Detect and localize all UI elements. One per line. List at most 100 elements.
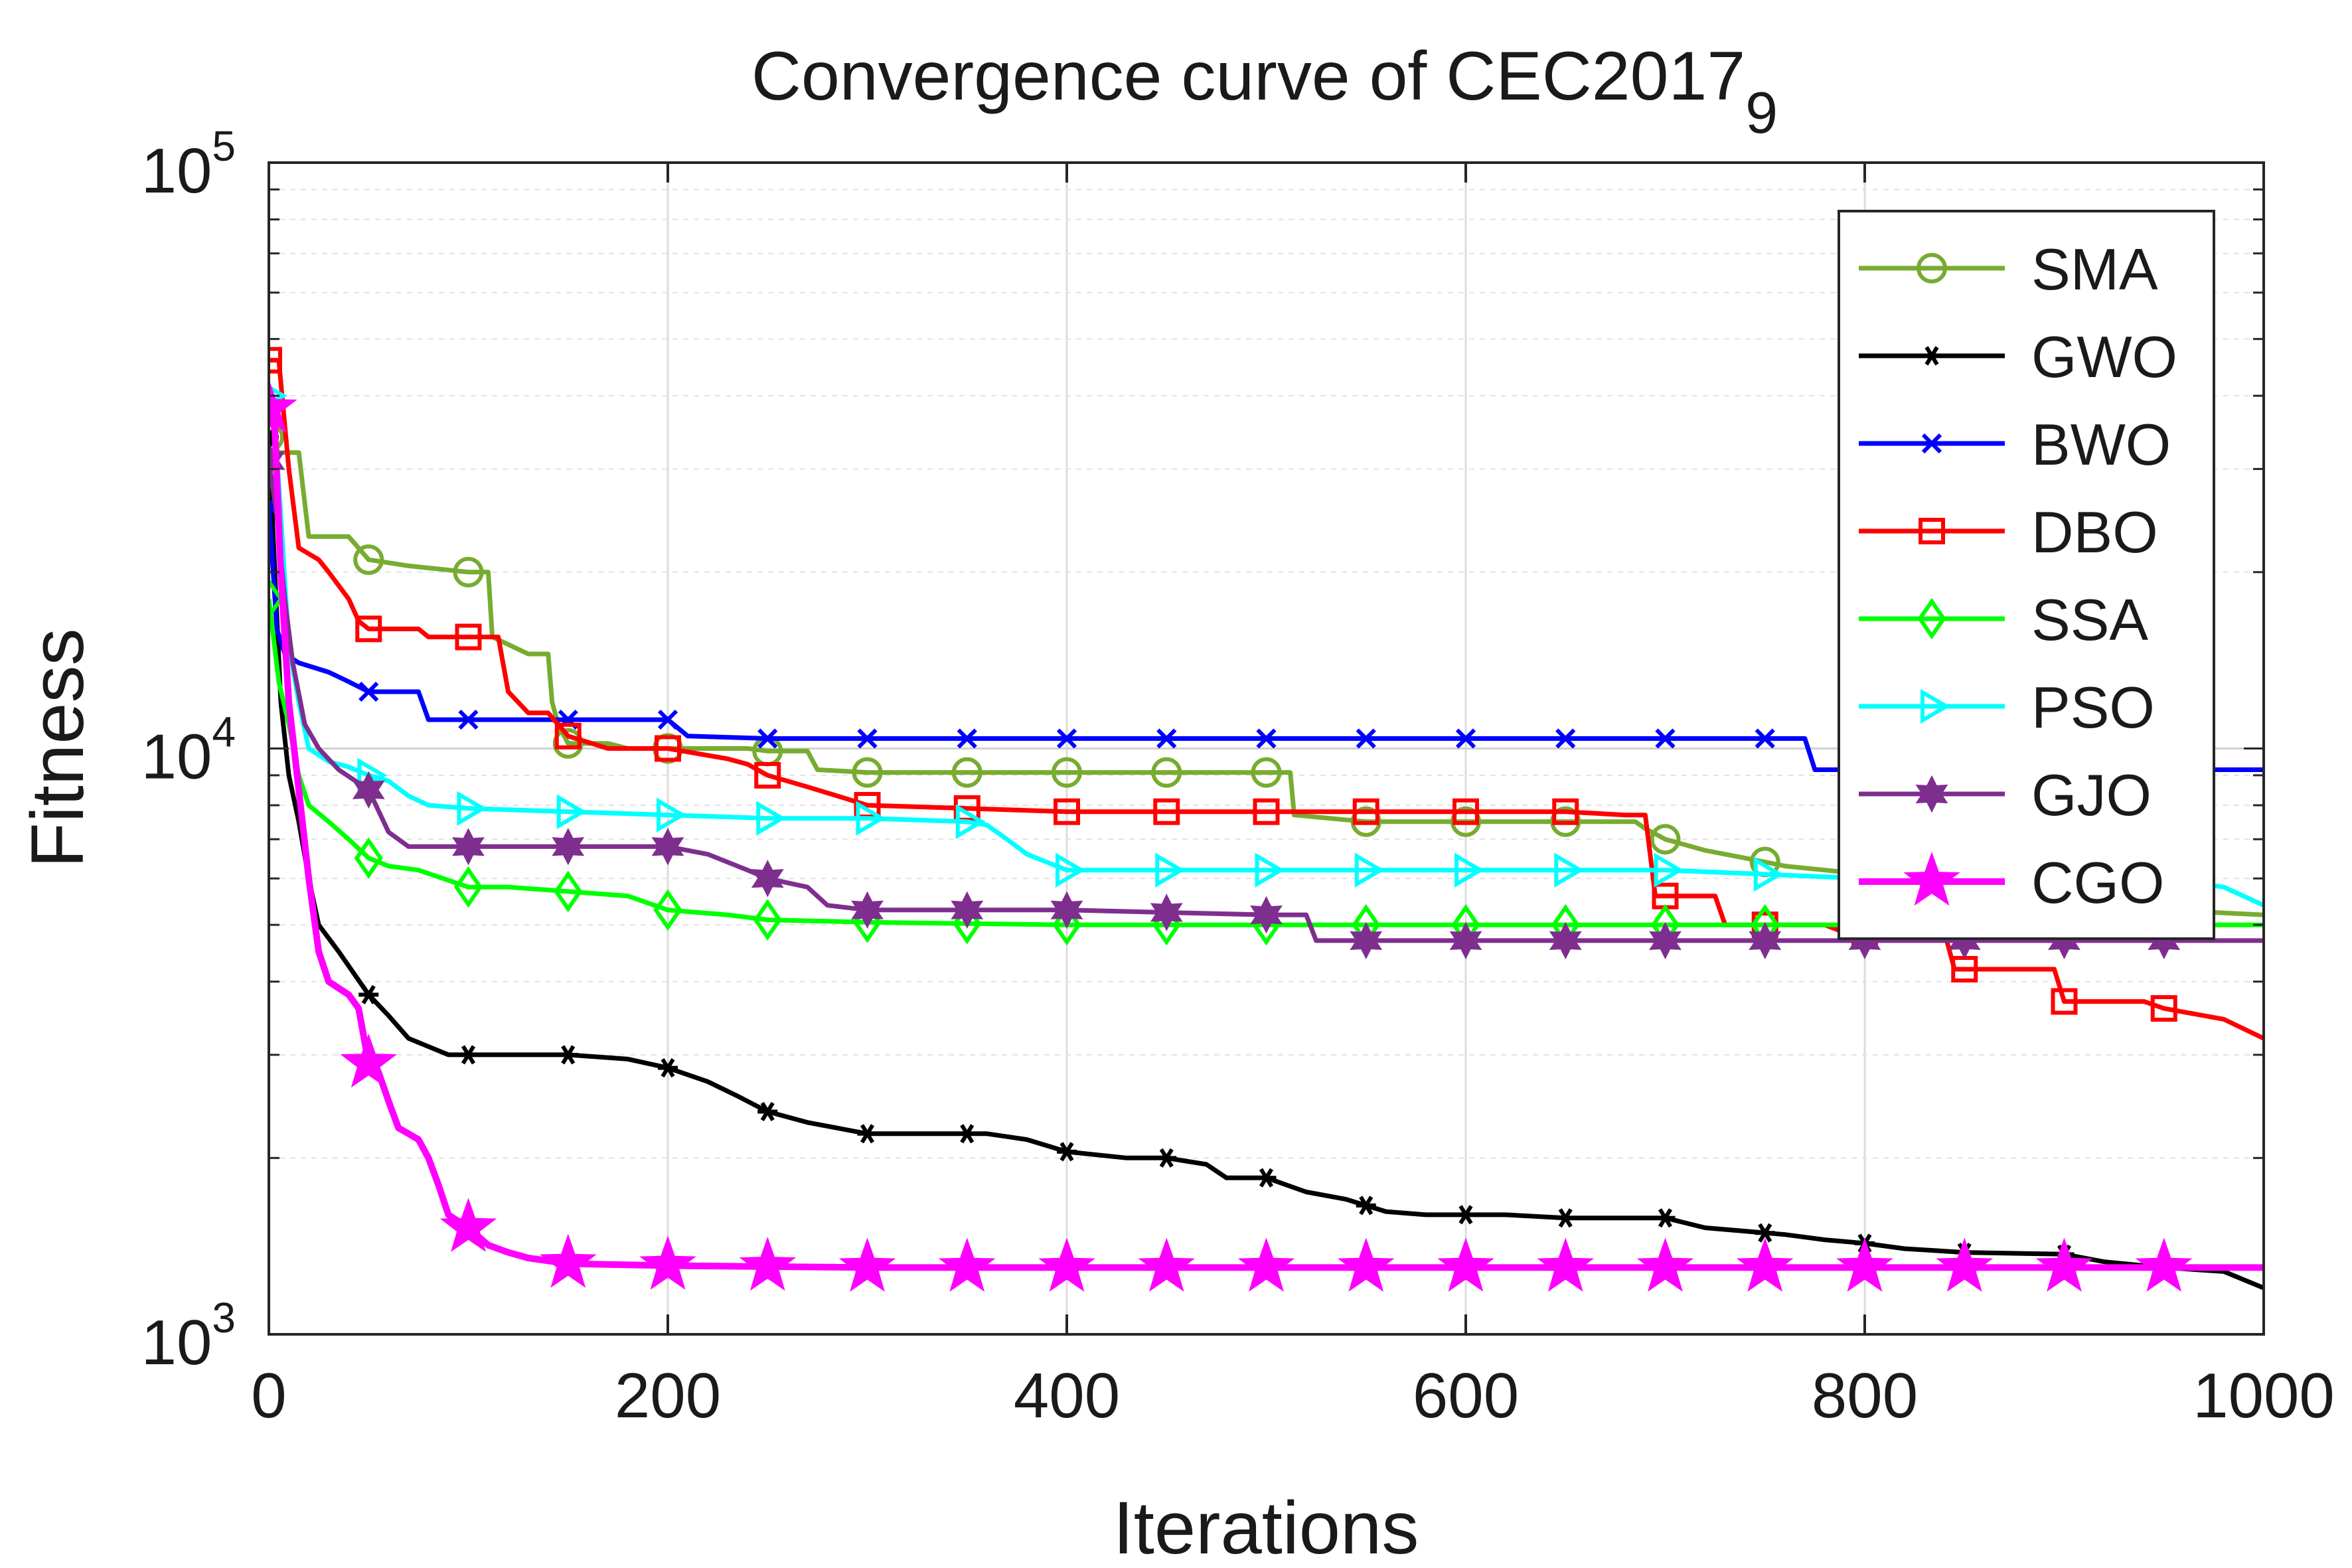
data-point-gjo [1250,896,1283,934]
data-point-pso [556,794,587,829]
legend-item-sma: SMA [1859,236,2158,302]
data-point-dbo [2051,988,2078,1015]
data-point-sma [852,757,883,788]
data-point-cgo [1736,1237,1794,1292]
data-point-cgo [739,1236,797,1291]
data-point-ssa [453,866,483,908]
data-point-gjo [452,828,485,866]
legend-marker-dbo [1919,518,1945,544]
series-cgo [269,378,2264,1292]
data-point-cgo [269,378,297,433]
data-point-sma [453,556,484,588]
data-point-gwo [1057,1142,1077,1162]
series-markers-cgo [269,378,2193,1292]
data-point-pso [657,797,686,832]
y-axis-label: Fitness [16,629,99,868]
legend-label-gwo: GWO [2031,324,2177,390]
data-point-cgo [2135,1237,2193,1292]
data-point-cgo [1537,1237,1595,1292]
legend-label-cgo: CGO [2031,850,2164,915]
data-point-ssa [1052,903,1081,946]
legend-item-cgo: CGO [1859,850,2164,915]
data-point-bwo [757,728,778,749]
data-point-gwo [558,1045,578,1065]
data-point-sma [269,422,284,453]
data-point-gjo [1649,921,1682,960]
data-point-gwo [957,1124,977,1144]
series-line-gwo [269,437,2264,1291]
data-point-gwo [458,1045,479,1065]
data-point-pso [1454,852,1484,888]
data-point-dbo [269,347,282,374]
legend-box [1838,210,2215,940]
data-point-pso [1354,852,1385,888]
series-line-bwo [269,505,2264,772]
series-line-ssa [269,598,2264,927]
data-point-bwo [1256,728,1277,749]
axis-ticks [268,161,2265,1336]
x-tick-label: 800 [1812,1360,1918,1431]
data-point-gwo [857,1124,878,1144]
y-tick-exponent: 3 [212,1294,236,1342]
data-point-sma [1151,757,1182,788]
data-point-gjo [1350,921,1383,960]
data-point-gwo [1256,1168,1277,1188]
x-tick-label: 200 [615,1360,721,1431]
data-point-sma [1650,824,1681,855]
data-point-dbo [1153,798,1180,825]
data-point-pso [1155,852,1186,888]
data-point-cgo [1038,1237,1095,1292]
legend-item-gwo: GWO [1859,324,2177,390]
data-point-gjo [1050,891,1083,929]
data-point-pso [1753,856,1784,892]
y-tick-label: 103 [141,1294,236,1378]
data-point-cgo [1337,1237,1395,1292]
series-gjo [269,441,2264,960]
data-point-cgo [838,1237,896,1292]
x-tick-label: 0 [251,1360,286,1431]
data-point-cgo [1138,1237,1196,1292]
legend-marker-ssa [1917,597,1946,640]
chart-title: Convergence curve of CEC20179 [751,38,1778,145]
data-point-ssa [653,889,682,931]
legend-item-dbo: DBO [1859,499,2158,565]
data-point-dbo [355,615,382,643]
legend-item-bwo: BWO [1859,412,2171,477]
data-point-sma [1251,757,1282,788]
data-point-bwo [1056,728,1077,749]
data-point-cgo [639,1235,696,1290]
y-tick-exponent: 5 [212,122,236,170]
data-point-ssa [354,837,383,879]
series-line-sma [269,435,2264,917]
x-axis-label: Iterations [1113,1486,1419,1568]
data-point-dbo [554,722,582,749]
data-point-pso [1554,852,1585,888]
data-point-cgo [1437,1237,1494,1292]
data-point-bwo [957,728,977,749]
legend-marker-gwo [1922,346,1942,366]
data-point-gjo [951,891,984,929]
legend-item-ssa: SSA [1859,587,2148,653]
data-point-bwo [1356,728,1376,749]
data-point-ssa [554,870,583,913]
data-point-gjo [352,771,385,809]
legend-marker-sma [1917,253,1947,283]
y-tick-base: 10 [141,135,212,206]
data-point-bwo [657,709,678,730]
x-tick-label: 400 [1014,1360,1120,1431]
data-point-pso [1056,852,1085,888]
legend: SMA GWO BWO DBO SSA PSO GJO CGO [1838,210,2215,940]
data-point-gwo [1356,1196,1376,1215]
data-point-gwo [658,1058,678,1078]
data-point-pso [1654,852,1684,888]
data-point-gjo [851,891,884,929]
y-tick-label: 104 [141,708,236,793]
data-point-cgo [2035,1237,2093,1292]
data-point-bwo [1156,728,1177,749]
legend-label-gjo: GJO [2031,762,2152,828]
data-point-cgo [340,1033,398,1088]
data-point-gwo [358,984,379,1004]
chart-title-text: Convergence curve of CEC2017 [751,38,1745,115]
data-point-cgo [539,1233,597,1289]
data-point-pso [756,801,787,836]
